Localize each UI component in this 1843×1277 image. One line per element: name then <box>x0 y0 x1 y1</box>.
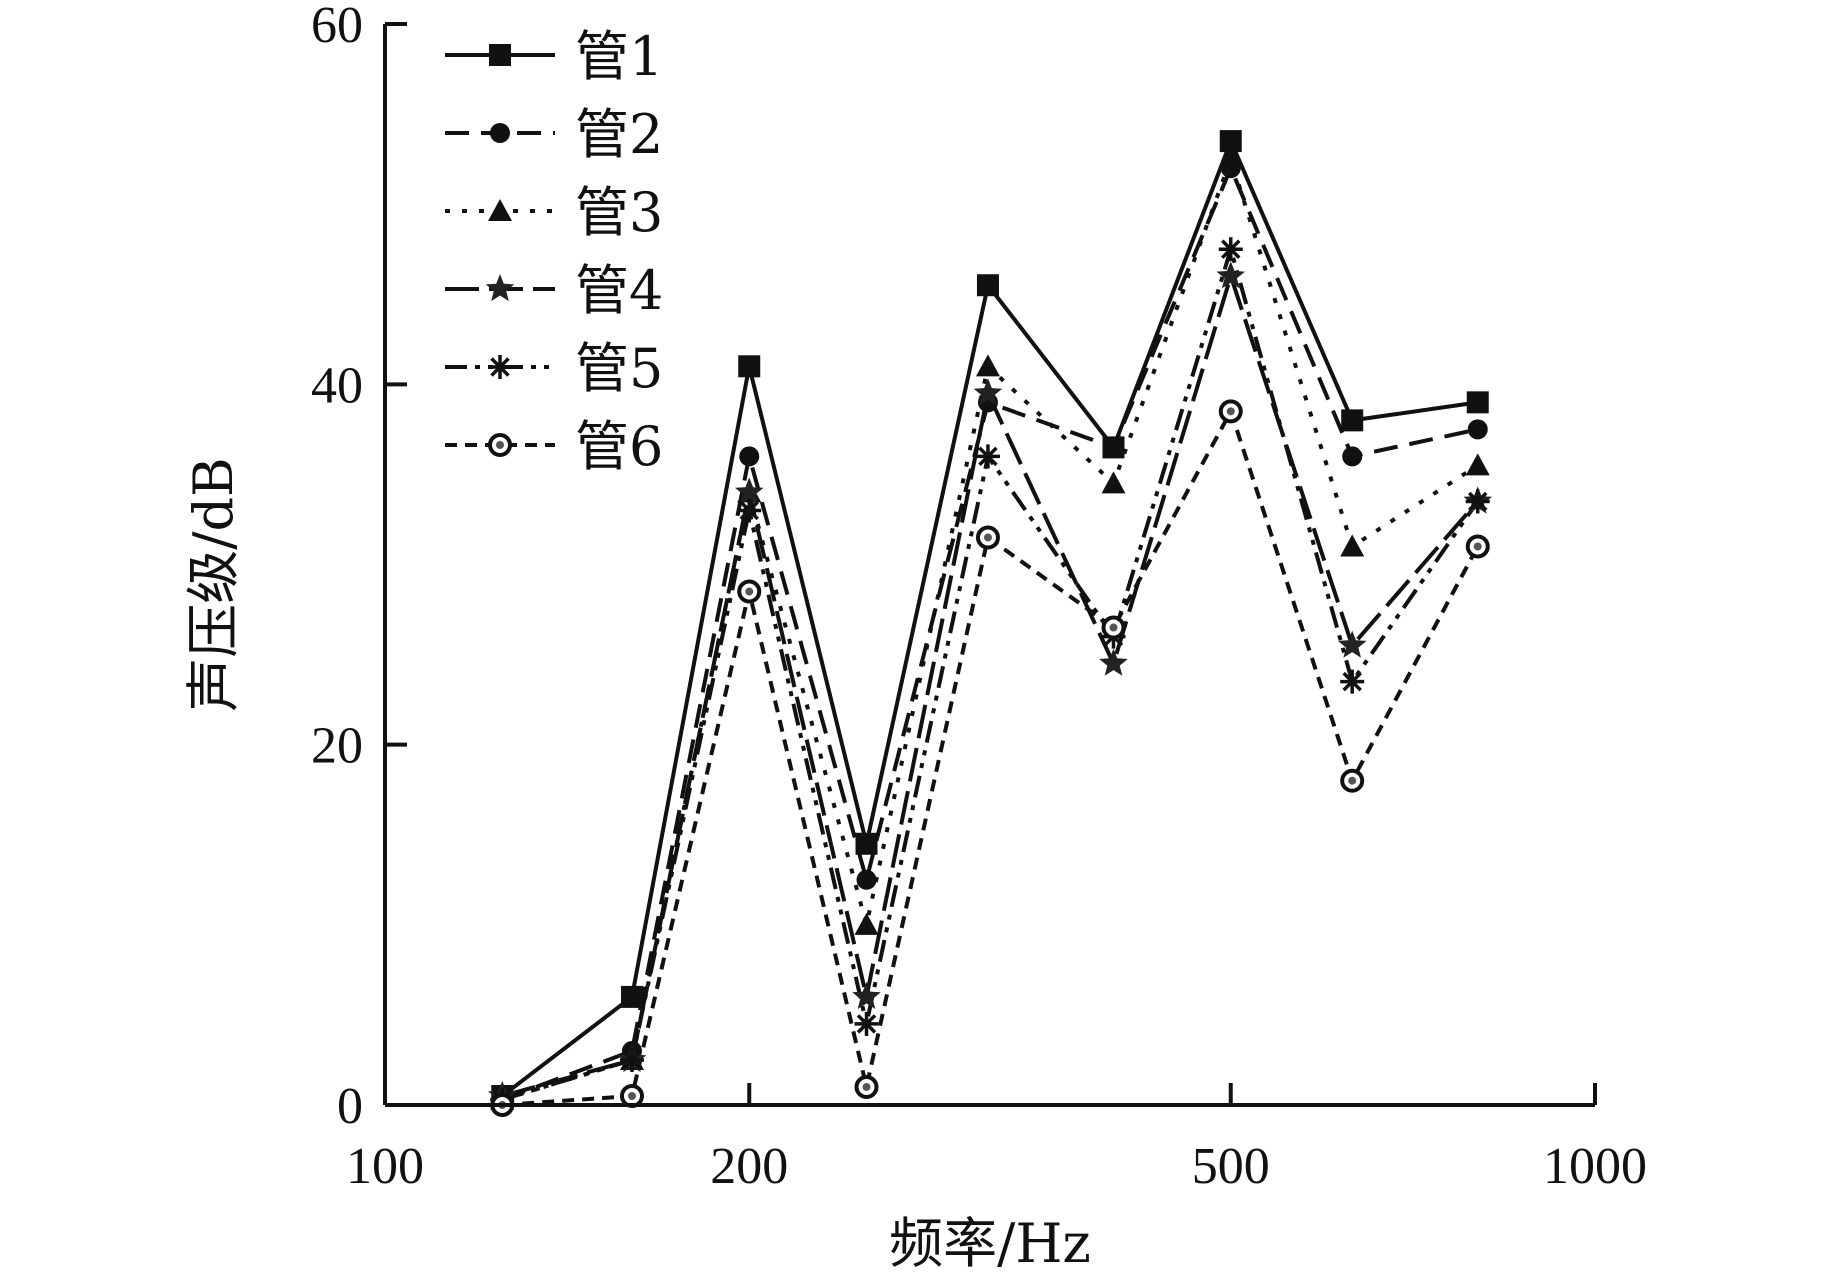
data-point-circle <box>1467 419 1488 440</box>
x-tick-label: 500 <box>1192 1138 1270 1195</box>
data-point-ring <box>1218 399 1243 424</box>
data-point-square <box>620 985 643 1008</box>
series-line <box>501 274 1480 1098</box>
data-point-triangle <box>1340 534 1365 557</box>
data-point-asterisk <box>619 1047 644 1072</box>
data-point-circle <box>856 869 877 890</box>
data-point-star <box>1099 648 1128 676</box>
data-point-circle <box>739 446 760 467</box>
data-point-star <box>852 981 881 1009</box>
data-point-asterisk <box>854 1011 879 1036</box>
x-tick-label: 1000 <box>1543 1138 1647 1195</box>
data-point-ring <box>619 1083 644 1108</box>
legend-item: 管2 <box>445 103 663 166</box>
data-point-asterisk <box>1218 237 1243 262</box>
legend-item: 管1 <box>445 25 663 88</box>
series-line <box>502 409 1480 1107</box>
data-point-star <box>1337 630 1367 658</box>
data-point-asterisk <box>1465 489 1490 514</box>
y-tick-label: 0 <box>337 1078 363 1135</box>
x-tick-label: 200 <box>710 1138 788 1195</box>
y-tick-label: 40 <box>311 357 363 414</box>
axes <box>383 24 1595 1107</box>
series-markers <box>488 130 1492 1117</box>
data-point-asterisk <box>737 498 762 523</box>
data-point-ring <box>1101 615 1126 640</box>
data-point-star <box>973 378 1003 406</box>
y-tick-label: 60 <box>311 0 363 54</box>
y-ticks: 0 20 40 60 <box>311 0 407 1135</box>
data-point-square <box>738 355 761 378</box>
legend-label: 管3 <box>575 181 663 244</box>
legend-item: 管3 <box>445 181 663 244</box>
data-point-square <box>1219 130 1242 153</box>
data-point-ring <box>488 433 512 457</box>
data-point-ring <box>854 1074 879 1099</box>
data-point-square <box>976 274 999 297</box>
data-point-square <box>489 44 511 66</box>
data-point-square <box>855 832 878 855</box>
legend-item: 管5 <box>445 337 663 400</box>
legend-label: 管6 <box>575 415 663 478</box>
data-point-circle <box>490 123 510 143</box>
data-point-triangle <box>488 199 512 221</box>
data-point-ring <box>975 525 1000 550</box>
legend-item: 管4 <box>445 259 663 322</box>
y-tick-label: 20 <box>311 718 363 775</box>
y-axis-title: 声压级/dB <box>182 457 245 711</box>
legend: 管1 管2 管3 管4 管5 管6 <box>445 25 663 478</box>
x-ticks: 100 200 500 1000 <box>346 1083 1647 1195</box>
data-point-star <box>485 274 515 302</box>
data-point-ring <box>737 579 762 604</box>
data-point-triangle <box>1465 453 1490 476</box>
data-point-ring <box>1465 534 1490 559</box>
data-point-triangle <box>975 354 1000 377</box>
data-point-square <box>1341 409 1364 432</box>
data-point-asterisk <box>975 444 1000 469</box>
data-point-square <box>1466 391 1489 414</box>
data-point-star <box>735 477 764 505</box>
legend-item: 管6 <box>445 415 663 478</box>
legend-label: 管2 <box>575 103 663 166</box>
data-point-star <box>1216 261 1245 289</box>
data-point-circle <box>1103 437 1124 458</box>
legend-label: 管4 <box>575 259 663 322</box>
data-point-triangle <box>1218 147 1243 170</box>
legend-label: 管1 <box>575 25 663 88</box>
data-point-triangle <box>854 912 879 935</box>
legend-label: 管5 <box>575 337 663 400</box>
data-point-triangle <box>1101 471 1126 494</box>
data-point-ring <box>1340 768 1365 793</box>
data-point-asterisk <box>1340 669 1365 694</box>
data-point-circle <box>1342 446 1363 467</box>
x-axis-title: 频率/Hz <box>889 1212 1091 1275</box>
x-tick-label: 100 <box>346 1138 424 1195</box>
data-point-asterisk <box>488 355 512 379</box>
